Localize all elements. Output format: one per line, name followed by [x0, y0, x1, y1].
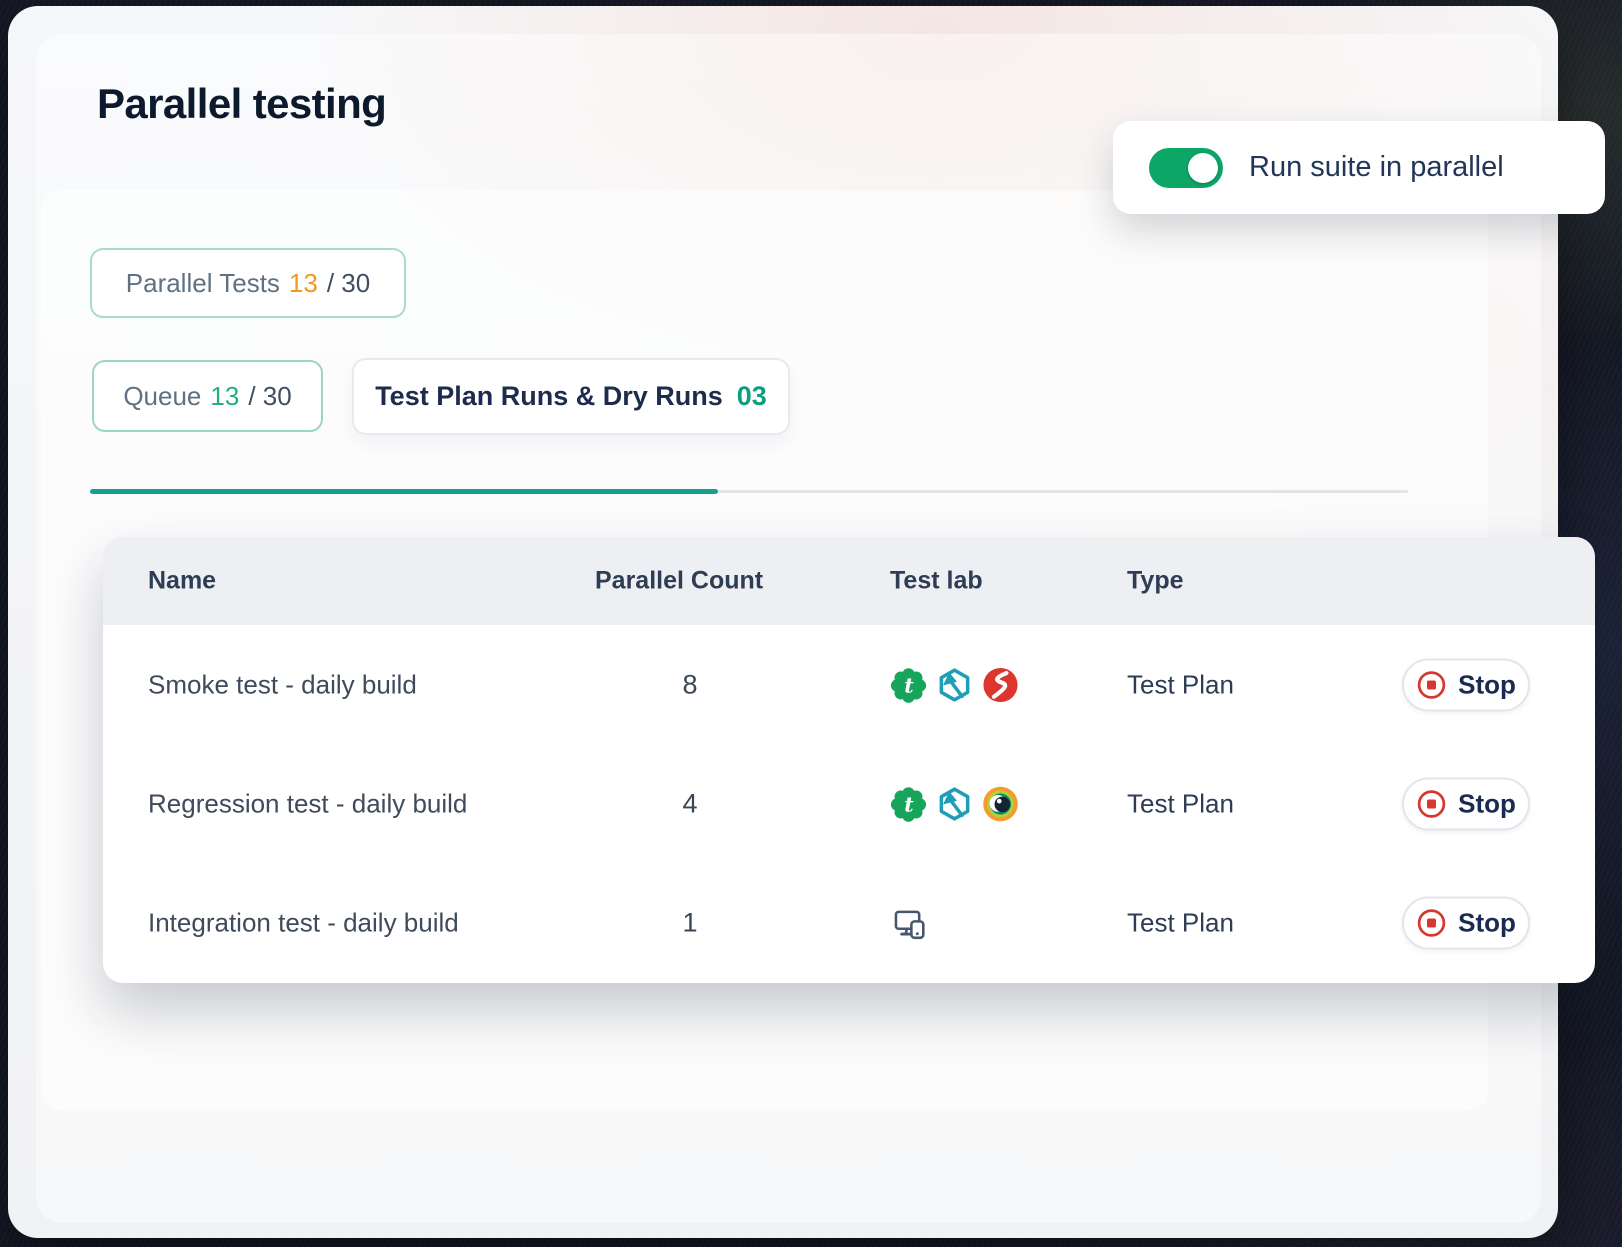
run-type: Test Plan	[1127, 907, 1234, 937]
stop-button-label: Stop	[1458, 907, 1516, 937]
parallel-runs-table: Name Parallel Count Test lab Type Smoke …	[103, 537, 1595, 983]
stop-button[interactable]: Stop	[1402, 777, 1530, 830]
column-header-test-lab: Test lab	[890, 566, 983, 595]
toggle-knob	[1188, 152, 1218, 183]
run-suite-toggle[interactable]	[1149, 147, 1223, 188]
table-row: Integration test - daily build 1 Test Pl…	[103, 863, 1595, 982]
tab-test-plan-runs-label: Test Plan Runs & Dry Runs	[375, 381, 723, 411]
tab-test-plan-runs[interactable]: Test Plan Runs & Dry Runs 03	[352, 358, 790, 435]
run-suite-toggle-label: Run suite in parallel	[1249, 151, 1504, 183]
stop-icon	[1417, 670, 1446, 699]
stop-icon	[1417, 789, 1446, 818]
test-name: Smoke test - daily build	[148, 669, 417, 699]
run-suite-toggle-card: Run suite in parallel	[1113, 121, 1605, 214]
page-title: Parallel testing	[97, 80, 387, 127]
parallel-tests-counter: Parallel Tests 13 / 30	[90, 248, 406, 318]
parallel-count-value: 8	[682, 669, 698, 699]
queue-counter: Queue 13 / 30	[92, 360, 323, 432]
tab-divider-line	[718, 490, 1408, 493]
parallel-tests-used: 13	[288, 267, 318, 298]
table-row: Smoke test - daily build 8 Test Plan Sto…	[103, 625, 1595, 744]
parallel-tests-label: Parallel Tests	[125, 267, 280, 298]
column-header-parallel-count: Parallel Count	[595, 566, 764, 595]
test-name: Integration test - daily build	[148, 907, 459, 937]
parallel-tests-total: / 30	[326, 267, 371, 298]
column-header-type: Type	[1127, 566, 1184, 595]
test-lab-icons	[890, 904, 927, 941]
eye-icon	[983, 786, 1018, 821]
hexagon-up-arrow-icon	[939, 667, 970, 702]
run-type: Test Plan	[1127, 669, 1234, 699]
testsigma-gear-icon	[890, 667, 927, 703]
stop-button[interactable]: Stop	[1402, 658, 1530, 711]
run-type: Test Plan	[1127, 788, 1234, 818]
test-name: Regression test - daily build	[148, 788, 468, 818]
test-lab-icons	[890, 785, 1019, 822]
stop-button-label: Stop	[1458, 788, 1516, 818]
test-lab-icons	[890, 666, 1019, 703]
hexagon-up-arrow-icon	[939, 786, 970, 821]
stop-icon	[1417, 908, 1446, 937]
desktop-and-mobile-icon	[894, 910, 925, 939]
table-row: Regression test - daily build 4 Test Pla…	[103, 744, 1595, 863]
table-header: Name Parallel Count Test lab Type	[103, 537, 1595, 625]
column-header-name: Name	[148, 566, 217, 595]
parallel-count-value: 4	[682, 788, 698, 818]
active-tab-indicator	[90, 489, 718, 494]
parallel-count-value: 1	[682, 907, 698, 937]
queue-total: / 30	[248, 380, 292, 411]
stop-button[interactable]: Stop	[1402, 896, 1530, 949]
queue-label: Queue	[123, 380, 202, 411]
queue-used: 13	[210, 380, 240, 411]
tab-test-plan-runs-badge: 03	[736, 381, 767, 411]
testsigma-gear-icon	[890, 786, 927, 822]
stop-button-label: Stop	[1458, 669, 1516, 699]
lightning-bolt-circle-icon	[982, 666, 1019, 703]
